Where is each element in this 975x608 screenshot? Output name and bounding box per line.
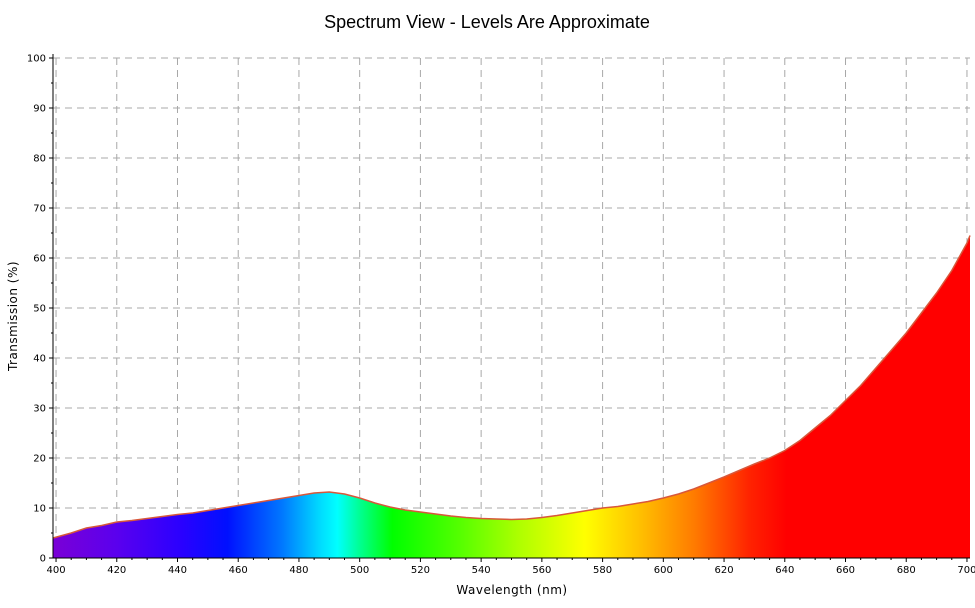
y-tick-label: 80 <box>33 154 46 165</box>
y-tick-label: 50 <box>33 304 46 315</box>
y-axis-ticks: 0 10 20 30 40 50 60 70 80 90 100 <box>27 54 53 565</box>
x-tick-label: 620 <box>715 565 734 576</box>
y-tick-label: 0 <box>40 554 46 565</box>
y-tick-label: 60 <box>33 254 46 265</box>
x-tick-label: 400 <box>46 565 65 576</box>
x-axis-title: Wavelength (nm) <box>456 583 567 597</box>
x-tick-label: 700 <box>957 565 975 576</box>
x-tick-label: 480 <box>289 565 308 576</box>
y-tick-label: 10 <box>33 504 46 515</box>
y-tick-label: 40 <box>33 354 46 365</box>
y-tick-label: 70 <box>33 204 46 215</box>
x-tick-label: 680 <box>897 565 916 576</box>
x-tick-label: 640 <box>775 565 794 576</box>
x-tick-label: 560 <box>532 565 551 576</box>
grid-lines <box>53 57 970 558</box>
x-tick-label: 500 <box>350 565 369 576</box>
x-tick-label: 660 <box>836 565 855 576</box>
data-area-layer <box>52 235 971 558</box>
chart-title: Spectrum View - Levels Are Approximate <box>324 12 650 32</box>
x-tick-label: 580 <box>593 565 612 576</box>
y-tick-label: 20 <box>33 454 46 465</box>
x-tick-label: 520 <box>411 565 430 576</box>
spectrum-area <box>53 235 970 558</box>
x-tick-label: 600 <box>654 565 673 576</box>
x-tick-label: 440 <box>168 565 187 576</box>
x-tick-label: 540 <box>472 565 491 576</box>
x-axis-ticks: 400 420 440 460 480 500 520 540 560 580 600 620 640 6… <box>46 558 975 576</box>
y-tick-label: 30 <box>33 404 46 415</box>
y-axis-title: Transmission (%) <box>6 261 20 372</box>
x-tick-label: 460 <box>229 565 248 576</box>
y-tick-label: 90 <box>33 104 46 115</box>
y-tick-label: 100 <box>27 54 46 65</box>
x-tick-label: 420 <box>107 565 126 576</box>
spectrum-outline <box>52 235 971 539</box>
